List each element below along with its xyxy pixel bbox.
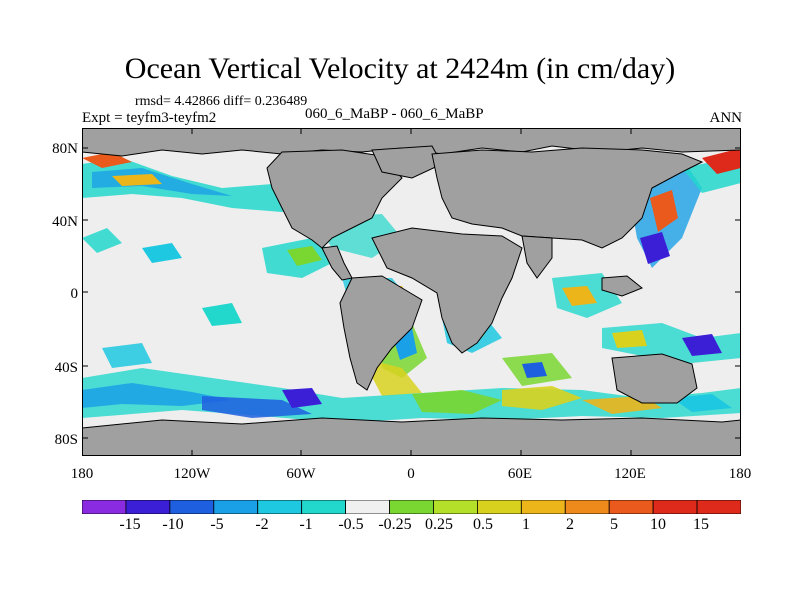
colorbar-label: -2: [255, 516, 269, 533]
colorbar-box: [520, 500, 566, 514]
colorbar-box: [213, 500, 259, 514]
ocean-velocity-map: [82, 128, 741, 456]
colorbar-label: -1: [299, 516, 313, 533]
colorbar-box: [696, 500, 741, 514]
lon-label-180w: 180: [70, 466, 94, 482]
colorbar-box: [257, 500, 303, 514]
lat-label-40n: 40N: [52, 214, 78, 230]
colorbar-box: [389, 500, 434, 514]
experiment-label: Expt = teyfm3-teyfm2: [82, 110, 217, 126]
colorbar-label: -15: [119, 516, 141, 533]
lon-label-180e: 180: [728, 466, 752, 482]
lon-label-0: 0: [407, 466, 415, 482]
colorbar: [82, 500, 741, 514]
colorbar-box: [345, 500, 390, 514]
colorbar-label: -5: [210, 516, 224, 533]
colorbar-box: [82, 500, 127, 514]
plot-subtitle: 060_6_MaBP - 060_6_MaBP: [305, 106, 484, 122]
colorbar-label: 2: [566, 516, 574, 533]
lat-label-0: 0: [70, 286, 79, 302]
colorbar-box: [169, 500, 215, 514]
lon-label-120w: 120W: [173, 466, 211, 482]
colorbar-box: [476, 500, 522, 514]
plot-title: Ocean Vertical Velocity at 2424m (in cm/…: [124, 52, 676, 85]
colorbar-label: -10: [162, 516, 184, 533]
colorbar-box: [652, 500, 698, 514]
map-ticks: [82, 128, 741, 456]
land-masses: [82, 128, 741, 456]
lon-label-60w: 60W: [286, 466, 316, 482]
colorbar-label: 5: [610, 516, 618, 533]
lon-label-120e: 120E: [614, 466, 646, 482]
lat-label-80s: 80S: [54, 432, 78, 448]
colorbar-label: 0.25: [425, 516, 453, 533]
season-label: ANN: [709, 110, 743, 126]
colorbar-box: [564, 500, 610, 514]
colorbar-label: -0.25: [378, 516, 412, 533]
colorbar-label: 0.5: [473, 516, 493, 533]
colorbar-box: [433, 500, 478, 514]
colorbar-label: 15: [693, 516, 709, 533]
colorbar-label: -0.5: [338, 516, 364, 533]
colorbar-label: 1: [522, 516, 530, 533]
stats-text: rmsd= 4.42866 diff= 0.236489: [135, 94, 308, 109]
lat-label-80n: 80N: [52, 141, 78, 157]
colorbar-box: [301, 500, 346, 514]
colorbar-label: 10: [650, 516, 666, 533]
lon-label-60e: 60E: [507, 466, 533, 482]
colorbar-box: [608, 500, 654, 514]
colorbar-box: [125, 500, 171, 514]
lat-label-40s: 40S: [54, 360, 78, 376]
